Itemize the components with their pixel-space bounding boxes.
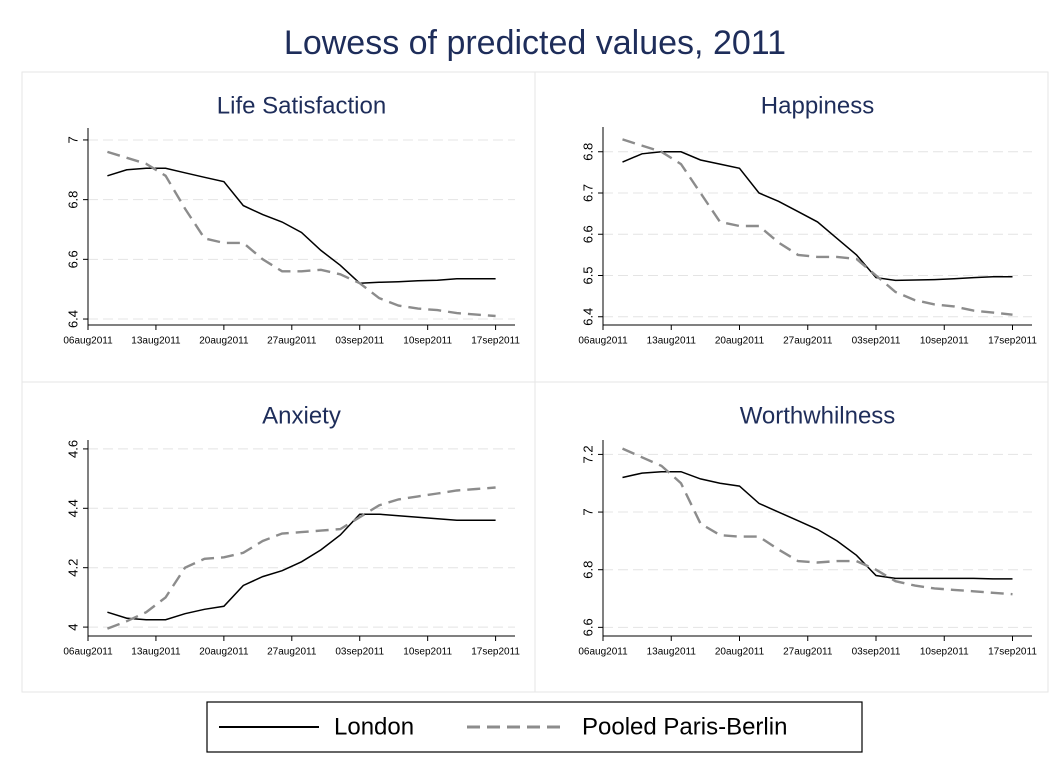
x-tick-label: 20aug2011 <box>199 336 249 347</box>
x-tick-label: 06aug2011 <box>63 647 113 658</box>
y-tick-label: 4 <box>65 623 80 630</box>
x-tick-label: 20aug2011 <box>199 647 249 658</box>
x-tick-label: 03sep2011 <box>335 647 384 658</box>
x-tick-label: 17sep2011 <box>988 336 1037 347</box>
x-tick-label: 17sep2011 <box>471 647 520 658</box>
x-tick-label: 06aug2011 <box>578 647 628 658</box>
y-tick-label: 6.4 <box>65 310 80 328</box>
x-tick-label: 13aug2011 <box>647 647 697 658</box>
x-tick-label: 27aug2011 <box>267 336 317 347</box>
x-tick-label: 17sep2011 <box>471 336 520 347</box>
x-tick-label: 13aug2011 <box>131 647 181 658</box>
x-tick-label: 06aug2011 <box>578 336 628 347</box>
x-tick-label: 06aug2011 <box>63 336 113 347</box>
x-tick-label: 10sep2011 <box>403 336 452 347</box>
y-tick-label: 6.7 <box>580 184 595 202</box>
panel-title: Anxiety <box>262 402 341 429</box>
x-tick-label: 03sep2011 <box>852 647 901 658</box>
y-tick-label: 6.5 <box>580 266 595 284</box>
y-tick-label: 6.6 <box>580 618 595 636</box>
chart-title: Lowess of predicted values, 2011 <box>284 24 786 62</box>
x-tick-label: 13aug2011 <box>647 336 697 347</box>
x-tick-label: 10sep2011 <box>920 647 969 658</box>
x-tick-label: 03sep2011 <box>852 336 901 347</box>
series-line <box>107 150 496 318</box>
series-line <box>107 167 496 284</box>
panel-title: Worthwhilness <box>740 402 896 429</box>
y-tick-label: 6.6 <box>580 225 595 243</box>
y-tick-label: 6.8 <box>65 191 80 209</box>
y-tick-label: 4.2 <box>65 559 80 577</box>
legend-label: Pooled Paris-Berlin <box>582 713 787 740</box>
y-tick-label: 6.8 <box>580 561 595 579</box>
panel-title: Life Satisfaction <box>217 92 386 119</box>
x-tick-label: 13aug2011 <box>131 336 181 347</box>
x-tick-label: 10sep2011 <box>920 336 969 347</box>
series-line <box>107 513 496 621</box>
series-line <box>622 151 1013 282</box>
series-line <box>622 138 1013 316</box>
y-tick-label: 7 <box>65 136 80 143</box>
y-tick-label: 6.4 <box>580 308 595 326</box>
x-tick-label: 17sep2011 <box>988 647 1037 658</box>
y-tick-label: 4.6 <box>65 440 80 458</box>
x-tick-label: 27aug2011 <box>267 647 317 658</box>
y-tick-label: 7 <box>580 508 595 515</box>
x-tick-label: 27aug2011 <box>783 336 833 347</box>
x-tick-label: 20aug2011 <box>715 647 765 658</box>
y-tick-label: 7.2 <box>580 445 595 463</box>
y-tick-label: 4.4 <box>65 499 80 517</box>
x-tick-label: 27aug2011 <box>783 647 833 658</box>
series-line <box>622 447 1013 596</box>
y-tick-label: 6.8 <box>580 143 595 161</box>
series-line <box>106 486 496 630</box>
x-tick-label: 03sep2011 <box>335 336 384 347</box>
x-tick-label: 20aug2011 <box>715 336 765 347</box>
legend-label: London <box>334 713 414 740</box>
series-line <box>622 470 1013 580</box>
x-tick-label: 10sep2011 <box>403 647 452 658</box>
panel-title: Happiness <box>761 92 874 119</box>
y-tick-label: 6.6 <box>65 250 80 268</box>
